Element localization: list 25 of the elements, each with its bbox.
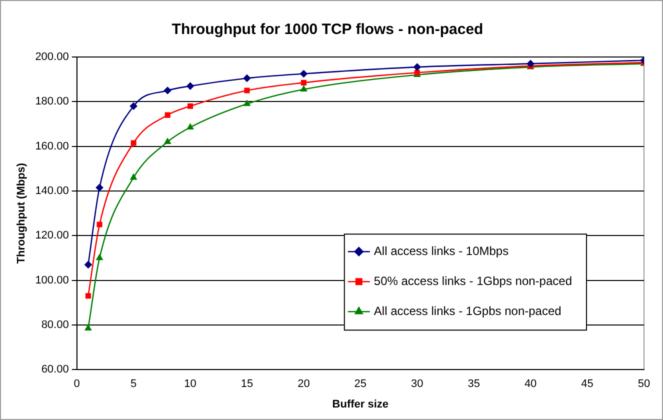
x-tick-label: 45 [581,378,594,390]
x-tick-label: 15 [240,378,254,390]
x-tick-label: 25 [354,378,367,390]
x-tick-label: 5 [130,378,137,390]
y-axis-title: Throughput (Mbps) [16,162,28,264]
x-tick-label: 20 [298,378,310,390]
y-tick-label: 80.00 [41,318,69,331]
legend-label: All access links - 10Mbps [374,244,509,258]
y-tick-label: 60.00 [41,364,69,376]
x-tick-label: 35 [468,378,480,390]
y-tick-label: 140.00 [35,185,69,198]
y-tick-label: 120.00 [35,230,69,242]
legend-label: All access links - 1Gpbs non-paced [374,304,562,318]
y-tick-label: 180.00 [35,96,69,108]
legend-label: 50% access links - 1Gbps non-paced [374,274,572,288]
x-axis-title: Buffer size [332,398,389,410]
y-tick-label: 100.00 [35,274,69,286]
x-tick-label: 40 [524,378,537,390]
x-tick-label: 30 [411,378,424,390]
y-tick-label: 160.00 [35,140,69,152]
x-tick-label: 10 [184,378,196,390]
x-tick-label: 0 [74,378,80,390]
y-tick-label: 200.00 [35,51,69,64]
chart-title: Throughput for 1000 TCP flows - non-paced [172,21,484,38]
x-tick-label: 50 [638,378,650,390]
